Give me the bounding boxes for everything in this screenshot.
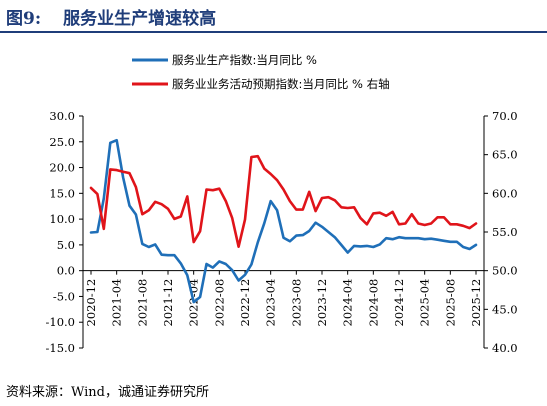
x-tick-label: 2025-08 bbox=[443, 279, 457, 327]
y-right-tick-label: 40.0 bbox=[492, 341, 518, 355]
y-right-tick-label: 45.0 bbox=[492, 302, 518, 316]
y-right-tick-label: 65.0 bbox=[492, 148, 518, 162]
x-tick-label: 2024-08 bbox=[366, 279, 380, 327]
source-note: 资料来源：Wind，诚通证券研究所 bbox=[6, 385, 209, 400]
x-tick-label: 2024-04 bbox=[341, 279, 355, 327]
y-left-tick-label: 30.0 bbox=[49, 109, 75, 123]
x-tick-label: 2023-12 bbox=[315, 279, 329, 327]
x-tick-label: 2021-12 bbox=[161, 279, 175, 327]
x-tick-label: 2020-12 bbox=[84, 279, 98, 327]
y-left-tick-label: -15.0 bbox=[46, 341, 76, 355]
y-left-tick-label: 5.0 bbox=[57, 238, 75, 252]
title-divider bbox=[0, 31, 547, 33]
x-tick-label: 2021-04 bbox=[110, 279, 124, 327]
series-line-1 bbox=[89, 138, 478, 304]
figure-title: 图9: 服务业生产增速较高 bbox=[6, 4, 216, 29]
x-tick-label: 2023-04 bbox=[264, 279, 278, 327]
x-tick-label: 2022-08 bbox=[212, 279, 226, 327]
line-chart: 服务业生产指数:当月同比 % 服务业业务活动预期指数:当月同比 % 右轴 30.0 2… bbox=[46, 53, 518, 355]
y-left-tick-label: 0.0 bbox=[57, 264, 75, 278]
x-tick-label: 2022-12 bbox=[238, 279, 252, 327]
y-left-tick-label: 15.0 bbox=[49, 186, 75, 200]
legend-label-2: 服务业业务活动预期指数:当月同比 % 右轴 bbox=[172, 77, 390, 91]
y-right-tick-label: 50.0 bbox=[492, 264, 518, 278]
y-left-tick-label: -10.0 bbox=[46, 315, 76, 329]
y-left-tick-label: -5.0 bbox=[53, 289, 75, 303]
x-tick-label: 2025-04 bbox=[418, 279, 432, 327]
x-tick-label: 2023-08 bbox=[289, 279, 303, 327]
y-right-tick-label: 60.0 bbox=[492, 186, 518, 200]
figure-title-text: 服务业生产增速较高 bbox=[63, 9, 217, 29]
x-tick-label: 2021-08 bbox=[135, 279, 149, 327]
figure-number: 图9: bbox=[6, 9, 42, 29]
y-left-tick-label: 20.0 bbox=[49, 161, 75, 175]
x-tick-label: 2025-12 bbox=[469, 279, 483, 327]
y-right-tick-label: 70.0 bbox=[492, 109, 518, 123]
legend-label-1: 服务业生产指数:当月同比 % bbox=[172, 53, 317, 67]
y-right-tick-label: 55.0 bbox=[492, 225, 518, 239]
y-left-tick-label: 25.0 bbox=[49, 135, 75, 149]
y-left-tick-label: 10.0 bbox=[49, 212, 75, 226]
series-line-2 bbox=[89, 154, 478, 248]
x-tick-label: 2024-12 bbox=[392, 279, 406, 327]
